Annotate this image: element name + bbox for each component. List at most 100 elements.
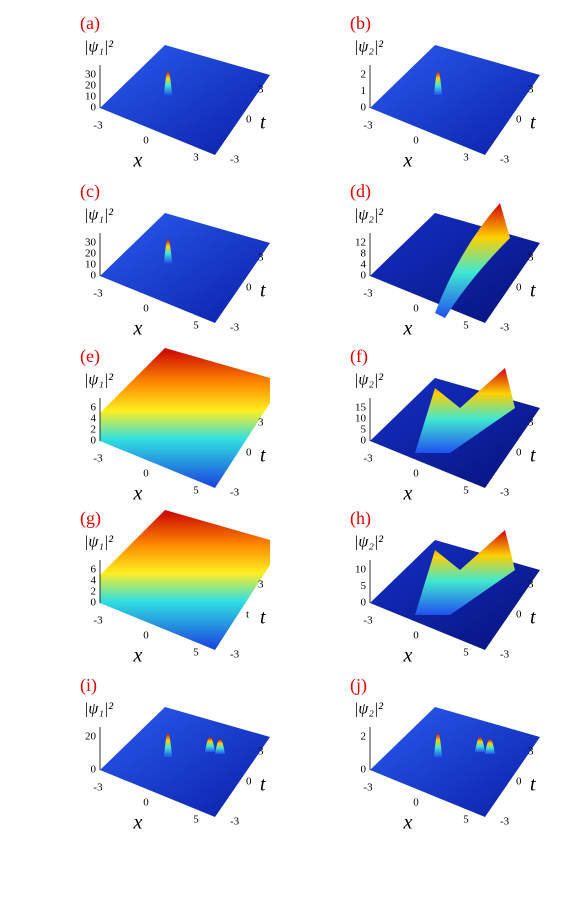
surface	[100, 707, 270, 817]
x-tick-label: 5	[193, 485, 199, 497]
t-axis-label: t	[260, 774, 266, 796]
x-tick-label: 0	[143, 135, 149, 147]
z-tick-label: 20	[85, 731, 97, 743]
t-tick-label: 0	[246, 282, 252, 294]
z-tick-label: 2	[361, 69, 367, 81]
x-tick-label: 0	[413, 135, 419, 147]
z-axis-label: |ψ₁|²	[84, 701, 114, 718]
t-tick-label: 3	[528, 252, 534, 264]
z-tick-label: 10	[85, 91, 97, 103]
surface-peak	[164, 71, 172, 95]
z-tick-label: 10	[355, 413, 367, 425]
t-tick-label: 0	[516, 114, 522, 126]
z-tick-label: 20	[85, 248, 97, 260]
x-tick-label: 5	[193, 647, 199, 659]
z-tick-label: 4	[361, 259, 367, 271]
panel-label: (i)	[80, 675, 97, 696]
t-axis-label: t	[530, 445, 536, 467]
t-tick-label: -3	[230, 649, 240, 661]
x-axis-label: x	[403, 483, 413, 505]
z-axis-label: |ψ₂|²	[354, 39, 384, 56]
x-tick-label: -3	[363, 453, 373, 465]
x-tick-label: -3	[93, 453, 103, 465]
x-axis-label: x	[403, 645, 413, 667]
z-tick-label: 5	[361, 424, 367, 436]
z-tick-label: 6	[91, 402, 97, 414]
panel-label: (e)	[80, 346, 100, 367]
z-tick-label: 15	[355, 402, 367, 414]
x-tick-label: 5	[463, 485, 469, 497]
x-axis-label: x	[403, 150, 413, 172]
t-tick-label: 0	[516, 282, 522, 294]
x-tick-label: -3	[363, 120, 373, 132]
t-axis-label: t	[530, 112, 536, 134]
t-tick-label: 0	[516, 776, 522, 788]
x-axis-label: x	[133, 812, 143, 834]
z-tick-label: 20	[85, 80, 97, 92]
z-axis-label: |ψ₁|²	[84, 207, 114, 224]
surface	[100, 213, 270, 323]
x-tick-label: 0	[413, 797, 419, 809]
z-tick-label: 0	[91, 435, 97, 447]
z-tick-label: 6	[91, 564, 97, 576]
x-tick-label: 5	[463, 647, 469, 659]
z-axis-label: |ψ₁|²	[84, 372, 114, 389]
x-axis-label: x	[133, 318, 143, 340]
surface-peak	[485, 739, 495, 754]
t-axis-label: t	[260, 607, 266, 629]
t-tick-label: 3	[528, 579, 534, 591]
z-tick-label: 0	[361, 435, 367, 447]
panel-label: (j)	[350, 675, 367, 696]
surface-peak	[205, 737, 215, 752]
x-tick-label: 3	[193, 152, 199, 164]
x-tick-label: -3	[363, 615, 373, 627]
z-tick-label: 5	[361, 580, 367, 592]
x-tick-label: -3	[363, 782, 373, 794]
t-tick-label: 3	[258, 746, 264, 758]
x-tick-label: 5	[463, 320, 469, 332]
t-tick-label: 0	[516, 609, 522, 621]
x-tick-label: 0	[413, 468, 419, 480]
x-tick-label: -3	[93, 288, 103, 300]
x-tick-label: 0	[143, 468, 149, 480]
t-tick-label: 0	[516, 447, 522, 459]
x-tick-label: -3	[93, 782, 103, 794]
surface-ridge	[415, 368, 515, 453]
surface-ridge	[435, 203, 510, 318]
z-tick-label: 0	[91, 270, 97, 282]
x-tick-label: -3	[93, 120, 103, 132]
z-tick-label: 2	[361, 731, 367, 743]
surface-peak	[215, 739, 225, 754]
t-tick-label: t	[246, 609, 249, 621]
panel-label: (d)	[350, 181, 371, 202]
x-tick-label: 0	[143, 630, 149, 642]
x-axis-label: x	[133, 150, 143, 172]
x-tick-label: 0	[143, 797, 149, 809]
t-tick-label: -3	[500, 816, 510, 828]
t-axis-label: t	[260, 280, 266, 302]
z-tick-label: 1	[361, 85, 367, 97]
z-tick-label: 12	[355, 237, 366, 249]
t-tick-label: -3	[500, 487, 510, 499]
t-tick-label: 0	[246, 776, 252, 788]
surface	[370, 213, 540, 323]
panel-label: (c)	[80, 181, 100, 202]
surface-peak	[434, 733, 442, 757]
surface	[100, 45, 270, 155]
t-tick-label: 0	[246, 447, 252, 459]
z-tick-label: 0	[361, 597, 367, 609]
z-tick-label: 0	[91, 764, 97, 776]
z-tick-label: 2	[91, 424, 97, 436]
surface-peak	[434, 71, 442, 95]
x-axis-label: x	[133, 483, 143, 505]
z-tick-label: 0	[361, 270, 367, 282]
t-tick-label: -3	[500, 649, 510, 661]
t-axis-label: t	[260, 112, 266, 134]
surface-peak	[164, 733, 172, 757]
z-tick-label: 30	[85, 69, 97, 81]
surface-ridge	[415, 530, 515, 615]
z-tick-label: 8	[361, 248, 367, 260]
z-tick-label: 2	[91, 586, 97, 598]
panel-label: (h)	[350, 508, 371, 529]
t-tick-label: -3	[500, 322, 510, 334]
